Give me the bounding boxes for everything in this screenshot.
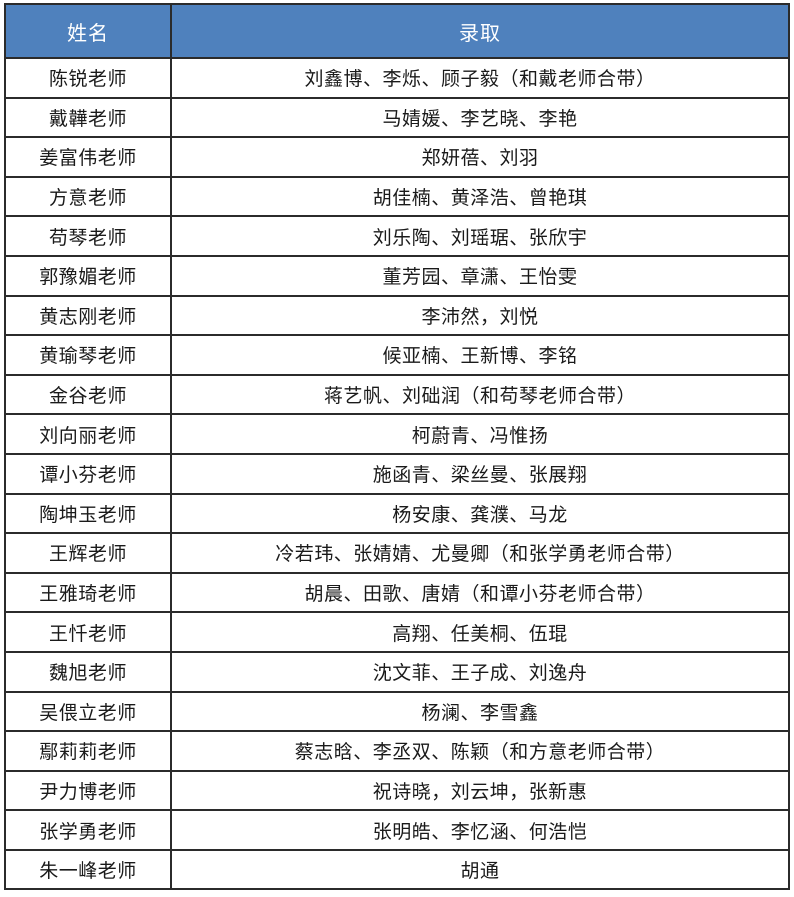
table-row: 鄢莉莉老师 蔡志晗、李丞双、陈颖（和方意老师合带） bbox=[4, 730, 790, 772]
teacher-name-cell: 郭豫媚老师 bbox=[4, 254, 172, 297]
table-row: 吴偎立老师 杨澜、李雪鑫 bbox=[4, 690, 790, 733]
table-row: 魏旭老师 沈文菲、王子成、刘逸舟 bbox=[4, 650, 790, 693]
table-row: 朱一峰老师 胡通 bbox=[4, 848, 790, 891]
admitted-students-cell: 刘鑫博、李烁、顾子毅（和戴老师合带） bbox=[170, 57, 790, 99]
table-row: 戴韡老师 马婧媛、李艺晓、李艳 bbox=[4, 96, 790, 139]
teacher-name-cell: 陈锐老师 bbox=[4, 57, 172, 99]
table-row: 王辉老师 冷若玮、张婧婧、尤曼卿（和张学勇老师合带） bbox=[4, 532, 790, 574]
admitted-students-cell: 候亚楠、王新博、李铭 bbox=[170, 334, 790, 376]
admitted-students-cell: 祝诗晓，刘云坤，张新惠 bbox=[170, 769, 790, 812]
teacher-name-cell: 张学勇老师 bbox=[4, 809, 172, 851]
table-row: 王忏老师 高翔、任美桐、伍琨 bbox=[4, 611, 790, 653]
admitted-students-cell: 刘乐陶、刘瑶琚、张欣宇 bbox=[170, 215, 790, 257]
admitted-students-cell: 杨澜、李雪鑫 bbox=[170, 690, 790, 733]
admitted-students-cell: 高翔、任美桐、伍琨 bbox=[170, 611, 790, 653]
admitted-students-cell: 蒋艺帆、刘础润（和苟琴老师合带） bbox=[170, 373, 790, 416]
teacher-name-cell: 陶坤玉老师 bbox=[4, 492, 172, 535]
table-row: 陈锐老师 刘鑫博、李烁、顾子毅（和戴老师合带） bbox=[4, 57, 790, 99]
table-row: 苟琴老师 刘乐陶、刘瑶琚、张欣宇 bbox=[4, 215, 790, 257]
header-row: 姓名 录取 bbox=[4, 3, 790, 59]
teacher-name-cell: 苟琴老师 bbox=[4, 215, 172, 257]
table-row: 金谷老师 蒋艺帆、刘础润（和苟琴老师合带） bbox=[4, 373, 790, 416]
teacher-name-cell: 刘向丽老师 bbox=[4, 413, 172, 455]
table-row: 黄志刚老师 李沛然，刘悦 bbox=[4, 294, 790, 337]
admitted-students-cell: 施函青、梁丝曼、张展翔 bbox=[170, 452, 790, 495]
table-row: 陶坤玉老师 杨安康、龚濮、马龙 bbox=[4, 492, 790, 535]
teacher-name-cell: 姜富伟老师 bbox=[4, 136, 172, 178]
teacher-name-cell: 魏旭老师 bbox=[4, 650, 172, 693]
teacher-name-cell: 吴偎立老师 bbox=[4, 690, 172, 733]
table-row: 尹力博老师 祝诗晓，刘云坤，张新惠 bbox=[4, 769, 790, 812]
teacher-name-cell: 王忏老师 bbox=[4, 611, 172, 653]
roster-body: 陈锐老师 刘鑫博、李烁、顾子毅（和戴老师合带） 戴韡老师 马婧媛、李艺晓、李艳 … bbox=[4, 57, 790, 891]
teacher-name-cell: 戴韡老师 bbox=[4, 96, 172, 139]
teacher-name-cell: 王辉老师 bbox=[4, 532, 172, 574]
table-row: 王雅琦老师 胡晨、田歌、唐婧（和谭小芬老师合带） bbox=[4, 571, 790, 614]
admitted-students-cell: 张明皓、李忆涵、何浩恺 bbox=[170, 809, 790, 851]
admitted-students-cell: 冷若玮、张婧婧、尤曼卿（和张学勇老师合带） bbox=[170, 532, 790, 574]
admitted-students-cell: 郑妍蓓、刘羽 bbox=[170, 136, 790, 178]
admitted-students-cell: 柯蔚青、冯惟扬 bbox=[170, 413, 790, 455]
admitted-students-cell: 李沛然，刘悦 bbox=[170, 294, 790, 337]
admission-roster-table: 姓名 录取 陈锐老师 刘鑫博、李烁、顾子毅（和戴老师合带） 戴韡老师 马婧媛、李… bbox=[4, 3, 790, 891]
teacher-name-cell: 王雅琦老师 bbox=[4, 571, 172, 614]
teacher-name-cell: 谭小芬老师 bbox=[4, 452, 172, 495]
admitted-students-cell: 马婧媛、李艺晓、李艳 bbox=[170, 96, 790, 139]
table-row: 刘向丽老师 柯蔚青、冯惟扬 bbox=[4, 413, 790, 455]
teacher-name-cell: 黄瑜琴老师 bbox=[4, 334, 172, 376]
table-row: 张学勇老师 张明皓、李忆涵、何浩恺 bbox=[4, 809, 790, 851]
teacher-name-cell: 鄢莉莉老师 bbox=[4, 730, 172, 772]
table-row: 方意老师 胡佳楠、黄泽浩、曾艳琪 bbox=[4, 175, 790, 218]
admitted-students-cell: 胡通 bbox=[170, 848, 790, 891]
table-row: 郭豫媚老师 董芳园、章潇、王怡雯 bbox=[4, 254, 790, 297]
admitted-students-cell: 蔡志晗、李丞双、陈颖（和方意老师合带） bbox=[170, 730, 790, 772]
teacher-name-cell: 金谷老师 bbox=[4, 373, 172, 416]
table-row: 谭小芬老师 施函青、梁丝曼、张展翔 bbox=[4, 452, 790, 495]
admitted-students-cell: 董芳园、章潇、王怡雯 bbox=[170, 254, 790, 297]
teacher-name-cell: 尹力博老师 bbox=[4, 769, 172, 812]
teacher-name-cell: 方意老师 bbox=[4, 175, 172, 218]
header-cell-admission: 录取 bbox=[170, 3, 790, 59]
table-row: 姜富伟老师 郑妍蓓、刘羽 bbox=[4, 136, 790, 178]
table-row: 黄瑜琴老师 候亚楠、王新博、李铭 bbox=[4, 334, 790, 376]
teacher-name-cell: 朱一峰老师 bbox=[4, 848, 172, 891]
header-cell-name: 姓名 bbox=[4, 3, 172, 59]
admitted-students-cell: 胡佳楠、黄泽浩、曾艳琪 bbox=[170, 175, 790, 218]
admitted-students-cell: 杨安康、龚濮、马龙 bbox=[170, 492, 790, 535]
admitted-students-cell: 胡晨、田歌、唐婧（和谭小芬老师合带） bbox=[170, 571, 790, 614]
teacher-name-cell: 黄志刚老师 bbox=[4, 294, 172, 337]
admitted-students-cell: 沈文菲、王子成、刘逸舟 bbox=[170, 650, 790, 693]
